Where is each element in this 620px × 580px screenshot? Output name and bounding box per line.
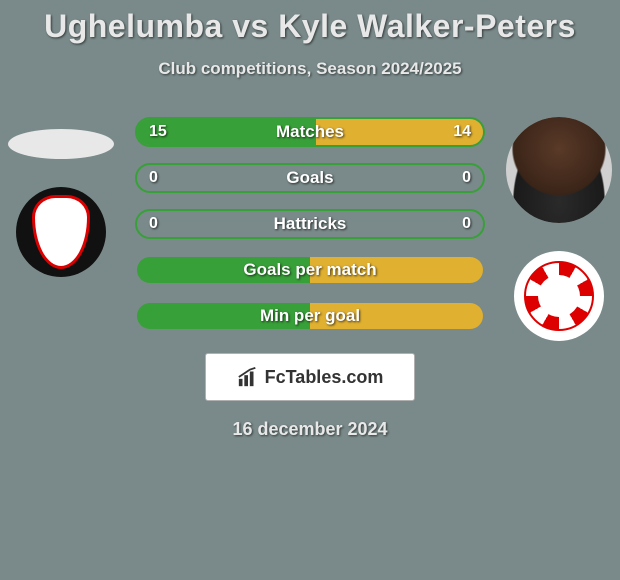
subtitle: Club competitions, Season 2024/2025 — [0, 59, 620, 79]
right-club-logo — [514, 251, 604, 341]
comparison-card: Ughelumba vs Kyle Walker-Peters Club com… — [0, 0, 620, 580]
stat-label: Goals per match — [243, 260, 376, 280]
stat-label: Goals — [286, 168, 333, 188]
stat-value-left: 0 — [149, 169, 158, 187]
brand-label: FcTables.com — [265, 367, 384, 388]
stat-value-left: 15 — [149, 123, 167, 141]
right-player-column — [506, 117, 612, 341]
stat-value-right: 0 — [462, 215, 471, 233]
stat-row: Goals 0 0 — [135, 163, 485, 193]
stat-label: Hattricks — [274, 214, 347, 234]
stat-row: Matches 15 14 — [135, 117, 485, 147]
left-player-avatar — [8, 129, 114, 159]
right-player-avatar — [506, 117, 612, 223]
stats-list: Matches 15 14 Goals 0 0 Hattricks 0 0 Goals per m… — [135, 117, 485, 331]
left-player-column — [8, 117, 114, 277]
comparison-body: Matches 15 14 Goals 0 0 Hattricks 0 0 Goals per m… — [0, 117, 620, 331]
stat-row: Goals per match — [135, 255, 485, 285]
left-club-logo — [16, 187, 106, 277]
stat-label: Matches — [276, 122, 344, 142]
brand-badge: FcTables.com — [205, 353, 415, 401]
stat-value-left: 0 — [149, 215, 158, 233]
shield-icon — [32, 195, 90, 269]
stat-value-right: 0 — [462, 169, 471, 187]
bar-chart-icon — [237, 366, 259, 388]
stat-value-right: 14 — [453, 123, 471, 141]
date-label: 16 december 2024 — [0, 419, 620, 440]
stat-row: Hattricks 0 0 — [135, 209, 485, 239]
page-title: Ughelumba vs Kyle Walker-Peters — [0, 8, 620, 45]
stat-row: Min per goal — [135, 301, 485, 331]
club-crest-icon — [524, 261, 594, 331]
player-photo-icon — [506, 117, 612, 223]
stat-label: Min per goal — [260, 306, 360, 326]
